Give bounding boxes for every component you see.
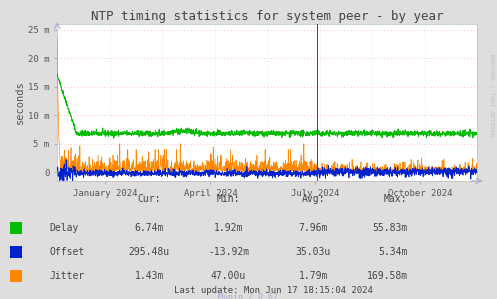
Text: 7.96m: 7.96m [298,223,328,233]
Text: 47.00u: 47.00u [211,271,246,281]
Text: 1.43m: 1.43m [134,271,164,281]
Text: Last update: Mon Jun 17 18:15:04 2024: Last update: Mon Jun 17 18:15:04 2024 [174,286,373,295]
Text: 295.48u: 295.48u [129,247,169,257]
Text: Avg:: Avg: [301,194,325,204]
Text: Delay: Delay [50,223,79,233]
Text: Jitter: Jitter [50,271,85,281]
Text: Min:: Min: [217,194,241,204]
Text: 35.03u: 35.03u [296,247,331,257]
Text: Max:: Max: [384,194,408,204]
Title: NTP timing statistics for system peer - by year: NTP timing statistics for system peer - … [91,10,443,23]
Text: 169.58m: 169.58m [366,271,408,281]
Text: -13.92m: -13.92m [208,247,249,257]
Text: 1.92m: 1.92m [214,223,244,233]
Text: Cur:: Cur: [137,194,161,204]
Text: 1.79m: 1.79m [298,271,328,281]
Text: 55.83m: 55.83m [372,223,408,233]
Text: 5.34m: 5.34m [378,247,408,257]
Text: RRDTOOL / TOBI OETIKER: RRDTOOL / TOBI OETIKER [490,54,495,137]
Text: 6.74m: 6.74m [134,223,164,233]
Text: Munin 2.0.67: Munin 2.0.67 [219,293,278,299]
Text: Offset: Offset [50,247,85,257]
Y-axis label: seconds: seconds [15,80,25,124]
